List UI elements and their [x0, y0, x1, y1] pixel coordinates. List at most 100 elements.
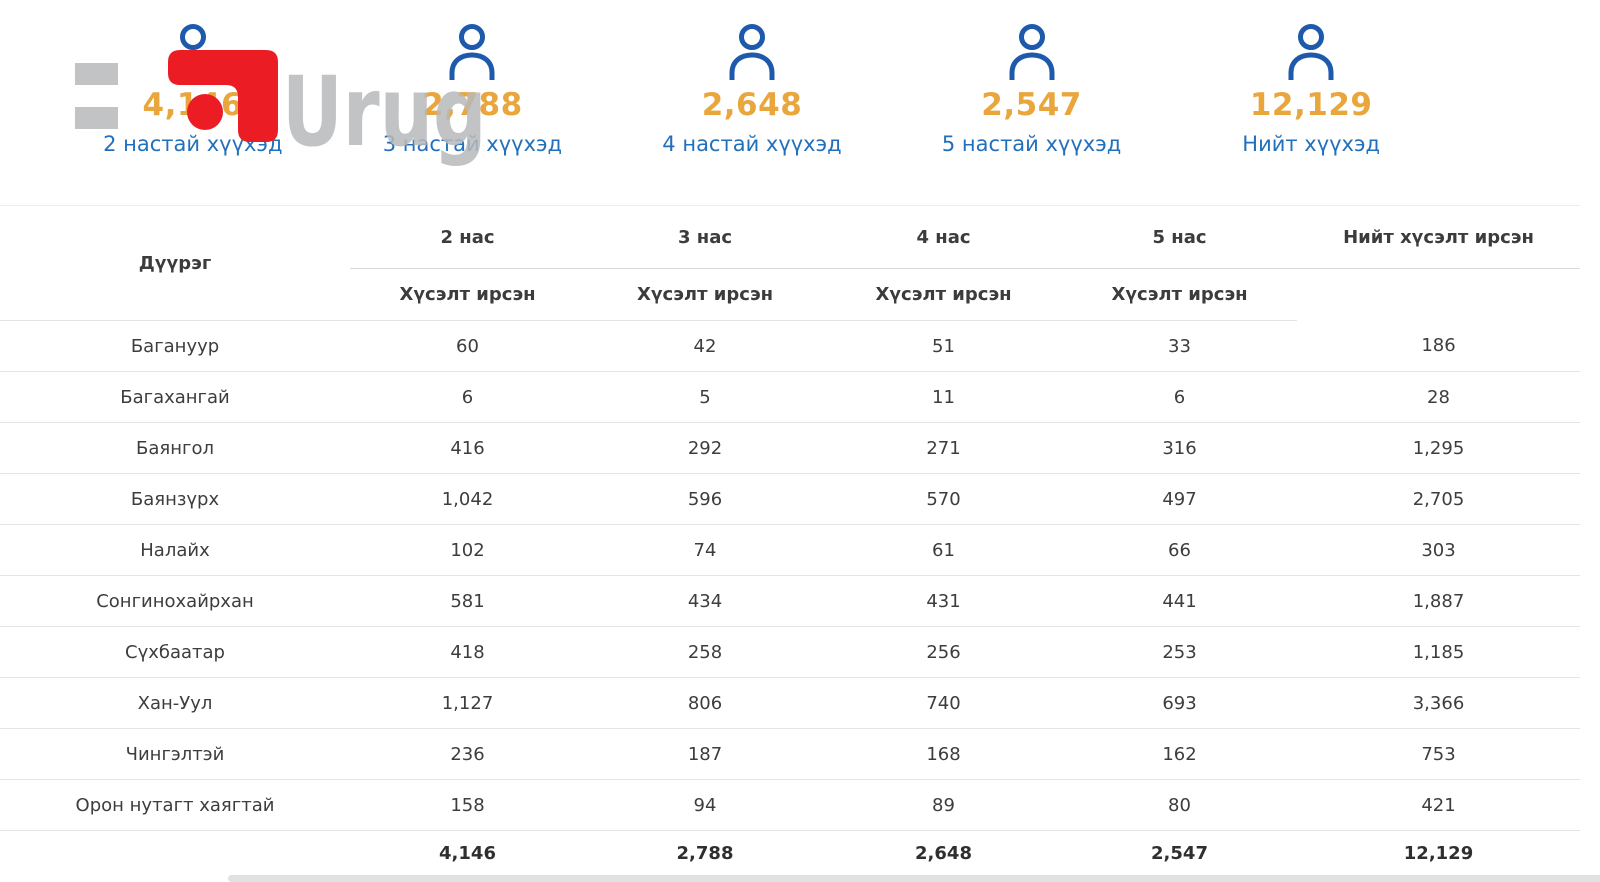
column-subheader-requests: Хүсэлт ирсэн [825, 268, 1062, 321]
value-cell: 6 [1062, 371, 1297, 423]
value-cell: 292 [585, 422, 825, 474]
column-subheader-requests: Хүсэлт ирсэн [1062, 268, 1297, 321]
value-cell: 80 [1062, 779, 1297, 831]
value-cell: 3,366 [1297, 677, 1580, 729]
value-cell: 441 [1062, 575, 1297, 627]
totals-cell: 12,129 [1403, 842, 1474, 864]
stat-card-age5: 2,547 5 настай хүүхэд [892, 24, 1172, 205]
value-cell: 303 [1297, 524, 1580, 576]
district-cell: Баянзүрх [0, 473, 350, 525]
value-cell: 316 [1062, 422, 1297, 474]
column-header-age-3: 3 нас [585, 205, 825, 269]
value-cell: 1,185 [1297, 626, 1580, 678]
table-row: Сонгинохайрхан 581 434 431 441 1,887 [0, 575, 1580, 627]
value-cell: 5 [585, 371, 825, 423]
person-icon [1288, 24, 1334, 80]
district-cell: Баянгол [0, 422, 350, 474]
district-cell: Налайх [0, 524, 350, 576]
table-row: Сүхбаатар 418 258 256 253 1,185 [0, 626, 1580, 678]
value-cell: 434 [585, 575, 825, 627]
table-row: Налайх 102 74 61 66 303 [0, 524, 1580, 576]
column-header-district: Дүүрэг [0, 205, 350, 321]
header-row-subheaders: Хүсэлт ирсэн Хүсэлт ирсэн Хүсэлт ирсэн Х… [0, 268, 1580, 321]
value-cell: 581 [350, 575, 585, 627]
value-cell: 421 [1297, 779, 1580, 831]
value-cell: 42 [585, 320, 825, 372]
stat-card-age2: 4,146 2 настай хүүхэд [53, 24, 333, 205]
totals-cell: 2,648 [915, 842, 972, 864]
value-cell: 158 [350, 779, 585, 831]
stat-value: 12,129 [1249, 87, 1373, 123]
value-cell: 236 [350, 728, 585, 780]
value-cell: 6 [350, 371, 585, 423]
value-cell: 253 [1062, 626, 1297, 678]
value-cell: 570 [825, 473, 1062, 525]
value-cell: 416 [350, 422, 585, 474]
value-cell: 186 [1297, 320, 1580, 372]
stat-label: 4 настай хүүхэд [662, 132, 842, 156]
district-cell: Чингэлтэй [0, 728, 350, 780]
totals-cell: 2,547 [1151, 842, 1208, 864]
stat-value: 2,788 [422, 87, 523, 123]
column-header-total: Нийт хүсэлт ирсэн [1297, 205, 1580, 269]
table-row: Хан-Уул 1,127 806 740 693 3,366 [0, 677, 1580, 729]
value-cell: 89 [825, 779, 1062, 831]
column-header-age-2: 2 нас [350, 205, 585, 269]
value-cell: 753 [1297, 728, 1580, 780]
value-cell: 1,042 [350, 473, 585, 525]
value-cell: 418 [350, 626, 585, 678]
value-cell: 162 [1062, 728, 1297, 780]
totals-cell: 4,146 [439, 842, 496, 864]
stat-card-age3: 2,788 3 настай хүүхэд [333, 24, 613, 205]
value-cell: 2,705 [1297, 473, 1580, 525]
value-cell: 61 [825, 524, 1062, 576]
value-cell: 33 [1062, 320, 1297, 372]
value-cell: 66 [1062, 524, 1297, 576]
district-cell: Багануур [0, 320, 350, 372]
value-cell: 1,127 [350, 677, 585, 729]
district-table: Дүүрэг 2 нас 3 нас 4 нас 5 нас Нийт хүсэ… [0, 205, 1580, 875]
value-cell: 60 [350, 320, 585, 372]
table-row: Орон нутагт хаягтай 158 94 89 80 421 [0, 779, 1580, 831]
table-body: Багануур 60 42 51 33 186 Багахангай 6 5 11 6 28 Баян… [0, 320, 1580, 831]
stat-label: 2 настай хүүхэд [103, 132, 283, 156]
column-header-age-5: 5 нас [1062, 205, 1297, 269]
horizontal-scrollbar-thumb[interactable] [228, 875, 1600, 882]
value-cell: 693 [1062, 677, 1297, 729]
value-cell: 271 [825, 422, 1062, 474]
person-icon [729, 24, 775, 80]
district-cell: Орон нутагт хаягтай [0, 779, 350, 831]
stat-label: Нийт хүүхэд [1242, 132, 1381, 156]
stat-value: 2,648 [701, 87, 803, 123]
value-cell: 102 [350, 524, 585, 576]
column-header-age-4: 4 нас [825, 205, 1062, 269]
district-cell: Сүхбаатар [0, 626, 350, 678]
value-cell: 1,887 [1297, 575, 1580, 627]
district-cell: Сонгинохайрхан [0, 575, 350, 627]
stat-label: 5 настай хүүхэд [941, 132, 1122, 156]
stat-value: 2,547 [981, 87, 1082, 123]
value-cell: 258 [585, 626, 825, 678]
value-cell: 74 [585, 524, 825, 576]
table-row: Баянзүрх 1,042 596 570 497 2,705 [0, 473, 1580, 525]
value-cell: 28 [1297, 371, 1580, 423]
person-icon [449, 24, 495, 80]
value-cell: 1,295 [1297, 422, 1580, 474]
column-subheader-empty [1297, 269, 1580, 321]
value-cell: 11 [825, 371, 1062, 423]
person-icon [170, 24, 216, 80]
value-cell: 51 [825, 320, 1062, 372]
value-cell: 256 [825, 626, 1062, 678]
stat-card-total: 12,129 Нийт хүүхэд [1171, 24, 1451, 205]
stat-value: 4,146 [142, 87, 244, 123]
value-cell: 596 [585, 473, 825, 525]
district-cell: Хан-Уул [0, 677, 350, 729]
table-row: Чингэлтэй 236 187 168 162 753 [0, 728, 1580, 780]
value-cell: 187 [585, 728, 825, 780]
table-row: Баянгол 416 292 271 316 1,295 [0, 422, 1580, 474]
value-cell: 431 [825, 575, 1062, 627]
value-cell: 497 [1062, 473, 1297, 525]
totals-district-cell [0, 831, 350, 876]
table-row: Багануур 60 42 51 33 186 [0, 320, 1580, 372]
